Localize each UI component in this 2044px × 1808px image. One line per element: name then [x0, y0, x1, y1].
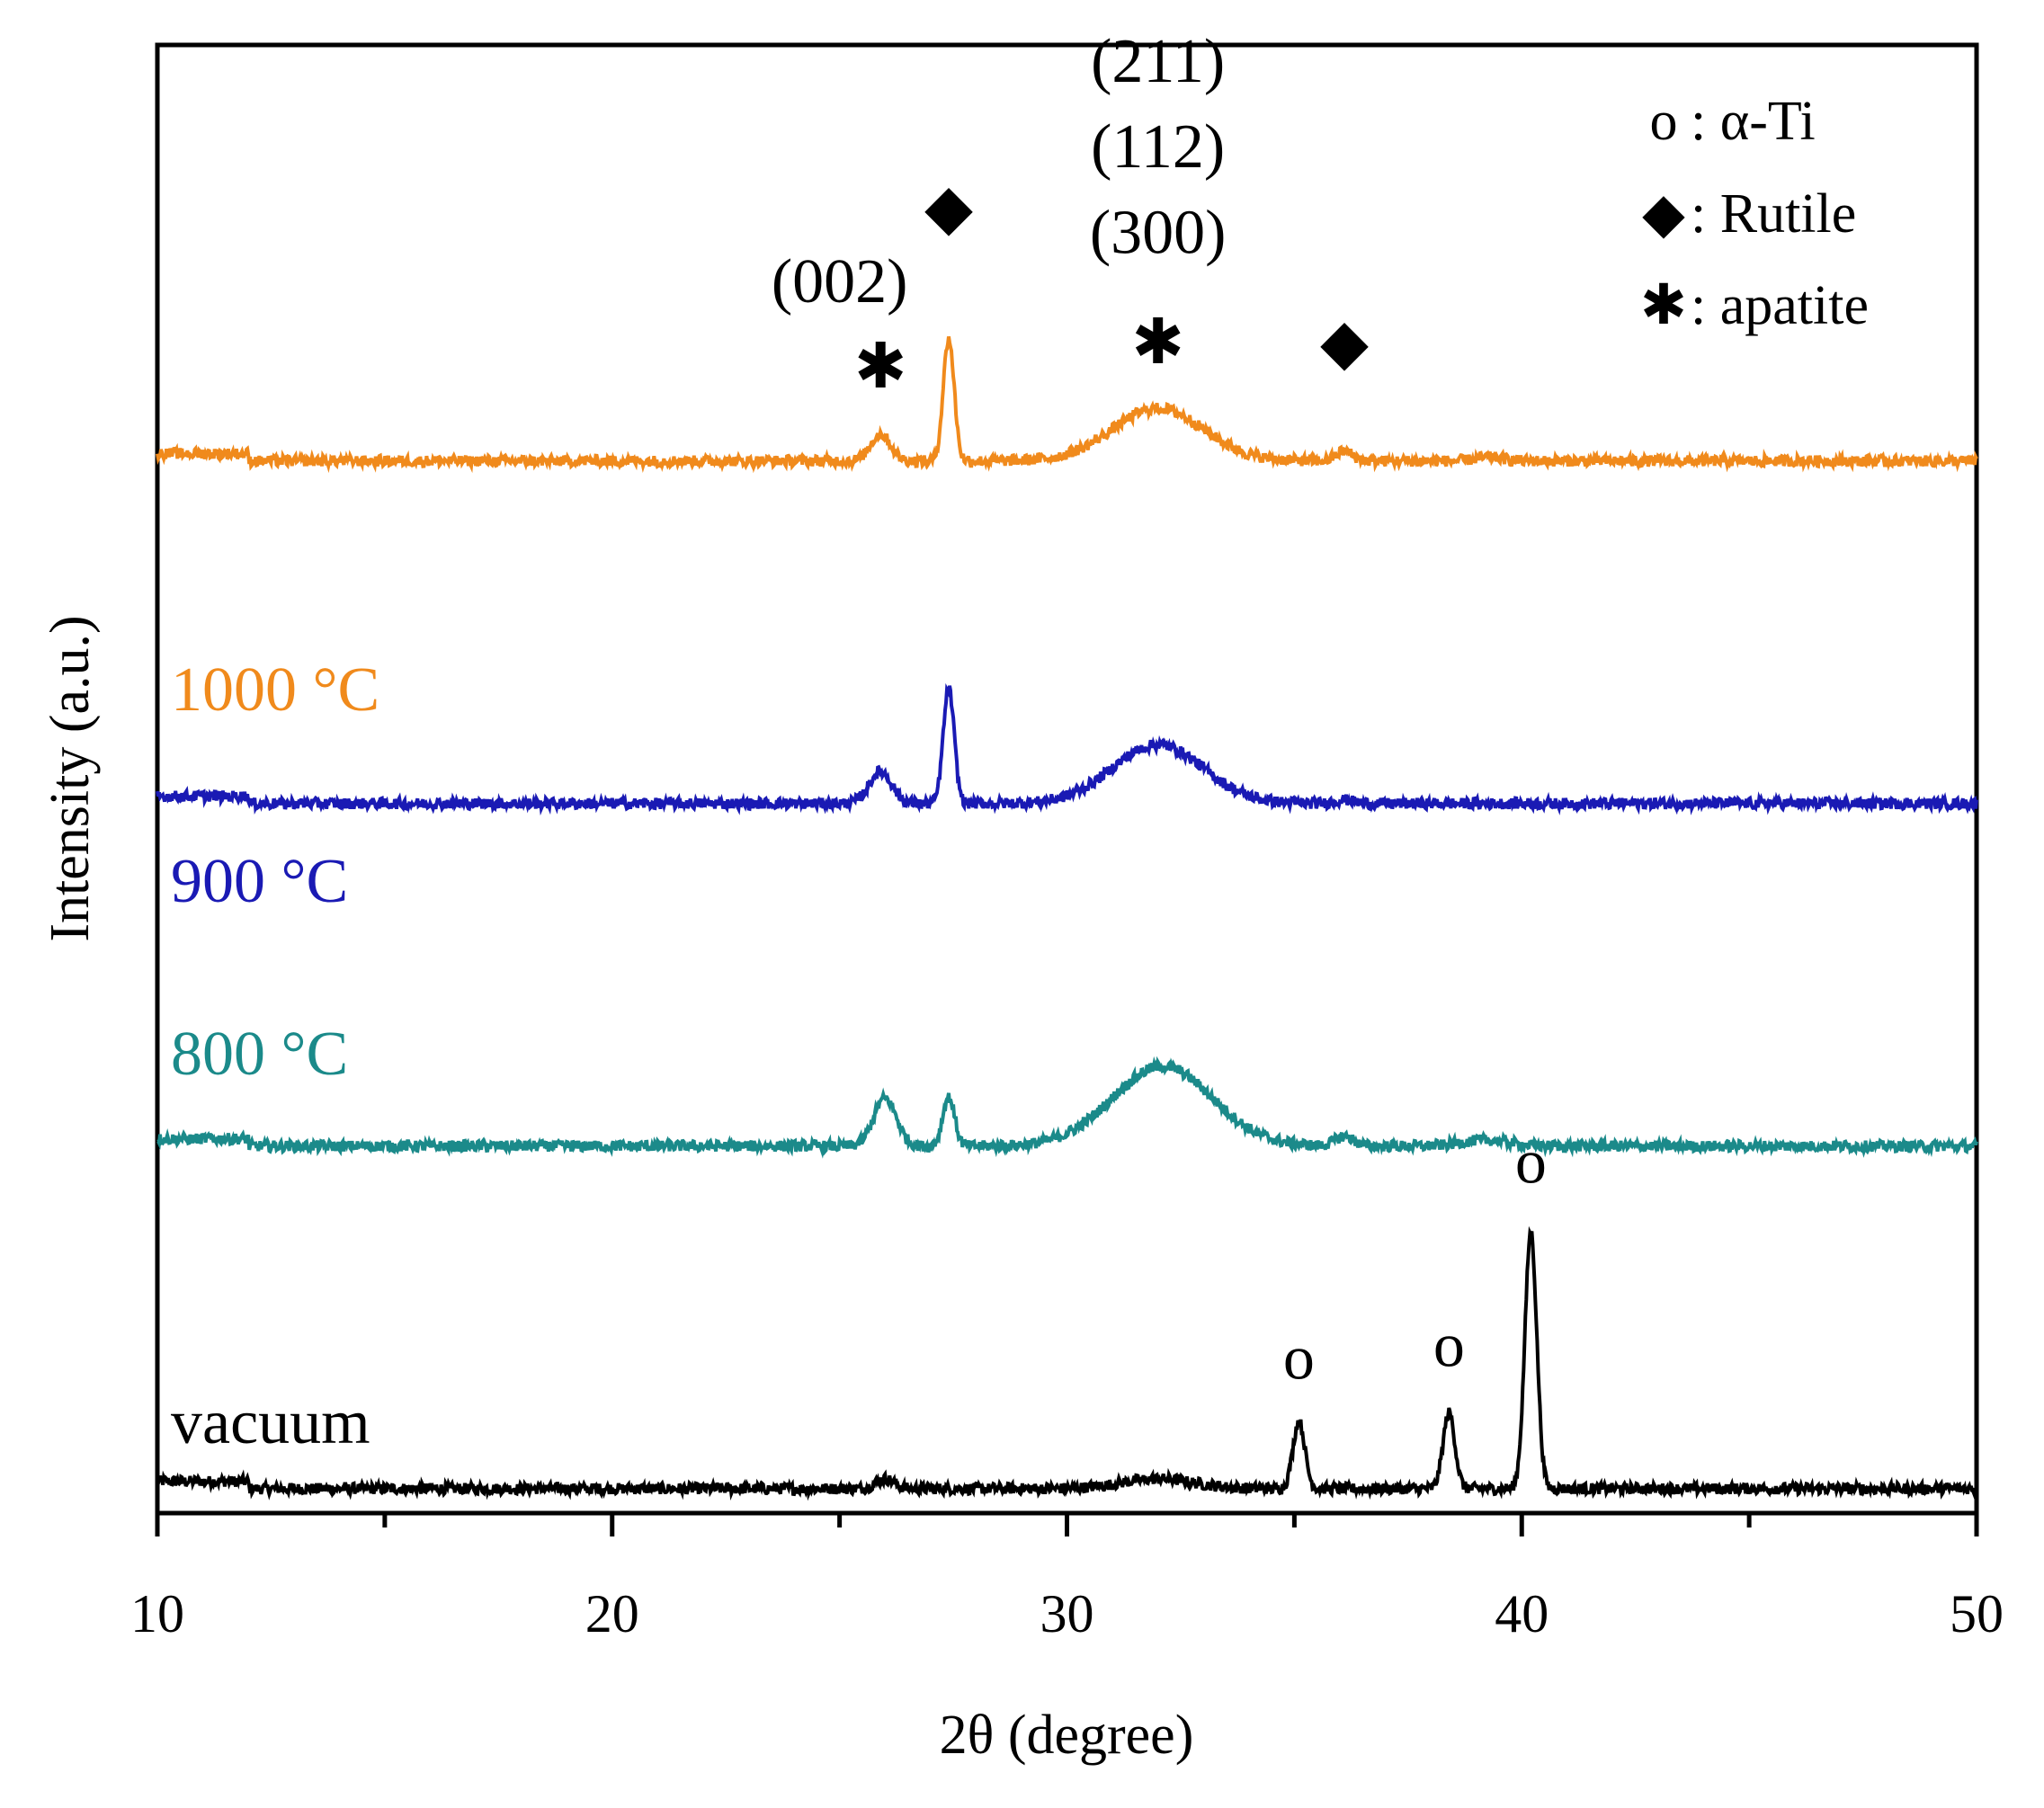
annotation-7: (002): [772, 247, 908, 316]
x-ticks: [155, 1513, 1979, 1536]
series-lines: [156, 336, 1978, 1501]
legend-label-apatite: : apatite: [1691, 275, 1869, 336]
x-tick-label-10: 10: [130, 1584, 184, 1643]
legend-label-rutile: : Rutile: [1691, 183, 1856, 245]
x-tick-labels: 10 20 30 40 50: [130, 1584, 2004, 1643]
annotation-4: ◆: [924, 174, 973, 243]
legend-symbol-rutile: ◆: [1642, 183, 1685, 245]
series-labels: vacuum 800 °C 900 °C 1000 °C: [171, 655, 379, 1457]
series-label-2: 900 °C: [171, 847, 348, 916]
y-axis-title: Intensity (a.u.): [40, 615, 101, 941]
series-label-1: 800 °C: [171, 1020, 348, 1089]
series-line-2: [156, 682, 1978, 816]
series-line-3: [156, 336, 1978, 474]
annotation-10: (300): [1090, 198, 1227, 267]
legend-symbol-alpha-ti: o: [1650, 91, 1678, 152]
x-tick-label-30: 30: [1040, 1584, 1094, 1643]
annotation-8: (211): [1091, 27, 1225, 96]
plot-frame: [155, 42, 1979, 1516]
peak-annotations: o oo✱◆✱ ◆(002)(211)(112)(300): [772, 27, 1547, 1393]
x-tick-label-40: 40: [1495, 1584, 1549, 1643]
annotation-0: o: [1283, 1323, 1315, 1393]
annotation-6: ◆: [1320, 308, 1369, 378]
series-label-0: vacuum: [171, 1388, 370, 1457]
legend-symbol-apatite: ✱: [1640, 275, 1687, 336]
legend: o : α-Ti ◆ : Rutile ✱ : apatite: [1640, 91, 1869, 336]
series-line-0: [156, 1225, 1978, 1501]
legend-label-alpha-ti: : α-Ti: [1691, 91, 1816, 152]
annotation-9: (112): [1091, 112, 1225, 182]
x-tick-label-20: 20: [585, 1584, 639, 1643]
series-line-1: [156, 1055, 1978, 1159]
x-axis-title: 2θ (degree): [940, 1705, 1194, 1766]
annotation-3: ✱: [854, 333, 907, 402]
annotation-5: ✱: [1131, 308, 1184, 378]
annotation-1: o: [1433, 1312, 1465, 1381]
x-tick-label-50: 50: [1950, 1584, 2004, 1643]
annotation-2: o: [1515, 1128, 1547, 1198]
series-label-3: 1000 °C: [171, 655, 379, 725]
